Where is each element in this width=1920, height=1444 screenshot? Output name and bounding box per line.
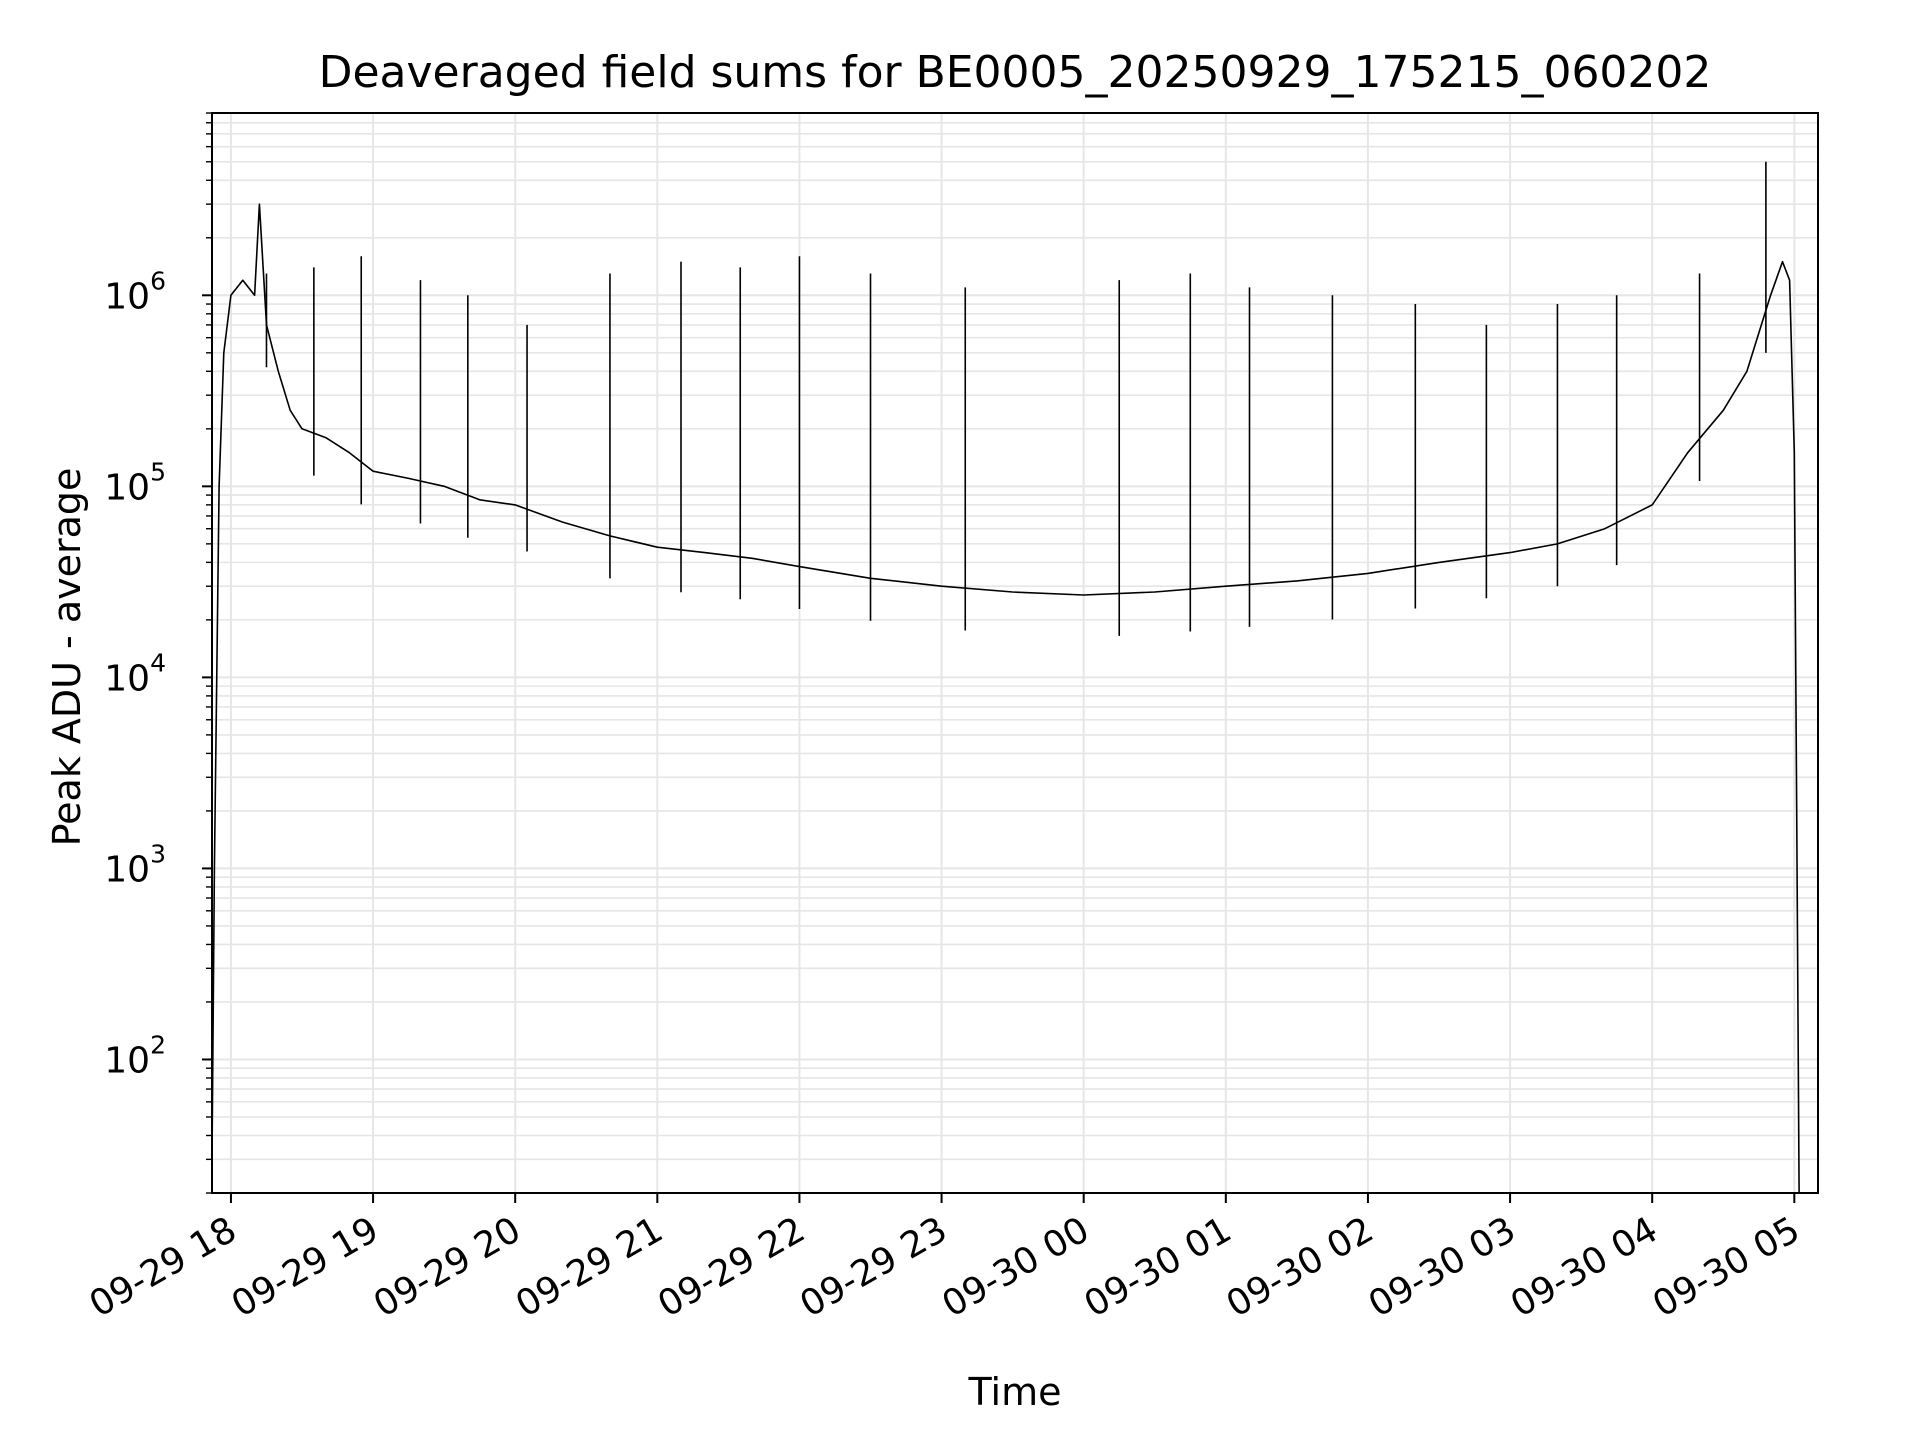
y-tick-label: 10 xyxy=(104,1040,150,1081)
y-tick-exponent: 4 xyxy=(150,648,166,677)
y-tick-label: 10 xyxy=(104,467,150,508)
y-tick-label: 10 xyxy=(104,276,150,317)
y-tick-exponent: 2 xyxy=(150,1030,166,1059)
x-axis-label: Time xyxy=(968,1370,1062,1414)
y-axis-label: Peak ADU - average xyxy=(45,468,89,847)
y-tick-label: 10 xyxy=(104,658,150,699)
plot-frame xyxy=(211,112,1819,1194)
y-tick-exponent: 6 xyxy=(150,266,166,295)
series-layer xyxy=(211,161,1800,1194)
y-tick-exponent: 5 xyxy=(150,457,166,486)
chart-title: Deaveraged field sums for BE0005_2025092… xyxy=(319,47,1712,98)
y-tick-exponent: 3 xyxy=(150,839,166,868)
y-tick-label: 10 xyxy=(104,849,150,890)
